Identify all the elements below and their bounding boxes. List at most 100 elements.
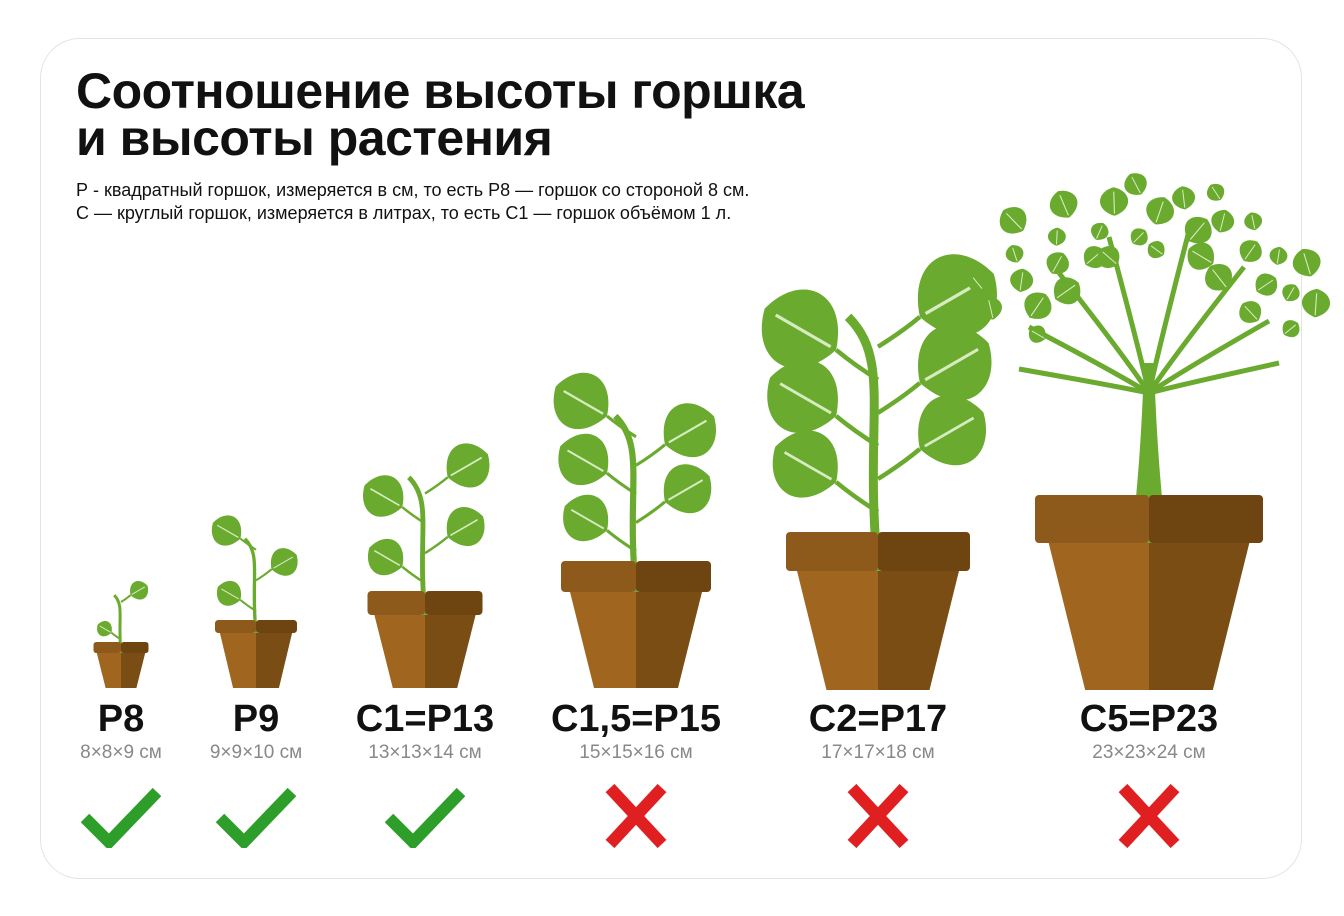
plant: [211, 515, 298, 634]
pot-label: C5=P23 23×23×24 см: [1029, 699, 1269, 765]
leaf-vein: [1212, 269, 1227, 288]
pot-with-plant-6: [968, 173, 1331, 690]
leaf-vein: [1055, 230, 1058, 245]
leaf-stalk: [110, 632, 122, 641]
leaf-vein: [131, 586, 146, 595]
pot-body-light: [797, 571, 878, 690]
pot-with-plant-1: [93, 580, 149, 688]
leaf-stalk: [834, 348, 880, 382]
plant: [968, 173, 1331, 543]
pot-rim-light: [561, 561, 636, 592]
leaf-vein: [566, 449, 604, 473]
description-line-c: С — круглый горшок, измеряется в литрах,…: [76, 203, 732, 223]
pot-with-plant-5: [761, 254, 997, 690]
pot-name: P8: [97, 698, 145, 740]
leaf-vein: [1052, 255, 1062, 273]
leaf-vein: [667, 479, 704, 501]
branch: [1148, 360, 1280, 396]
pot-rim-dark: [256, 620, 297, 633]
leaf-stalk: [401, 565, 426, 585]
pot-body-light: [1048, 543, 1149, 690]
pot-label: C1=P13 13×13×14 см: [305, 699, 545, 765]
pot-rim-dark: [878, 532, 970, 571]
pot-with-plant-4: [553, 372, 716, 688]
leaf-vein: [1284, 324, 1297, 335]
pot-dimensions: 23×23×24 см: [1092, 742, 1206, 763]
pot-label: C2=P17 17×17×18 см: [758, 699, 998, 765]
leaf-vein: [783, 451, 833, 481]
leaf-vein: [369, 487, 400, 507]
pot-rim-dark: [1149, 495, 1263, 543]
leaf-stalk: [255, 568, 273, 582]
branch: [1018, 366, 1150, 396]
leaf-vein: [221, 588, 239, 600]
pot-rim-dark: [121, 642, 149, 653]
stem: [407, 475, 428, 616]
page-title: Соотношение высоты горшка и высоты расте…: [76, 66, 805, 163]
leaf-vein: [1211, 186, 1221, 200]
leaf-vein: [450, 456, 483, 477]
leaf-stalk: [635, 500, 666, 524]
leaf-vein: [1219, 213, 1226, 231]
leaf-vein: [972, 277, 983, 289]
pot-with-plant-3: [363, 443, 490, 688]
leaf-vein: [1096, 225, 1103, 239]
leaf-vein: [1005, 212, 1023, 230]
pot-dimensions: 13×13×14 см: [368, 742, 482, 763]
leaf-vein: [1019, 272, 1024, 291]
leaf-vein: [1286, 287, 1295, 300]
title-line-2: и высоты растения: [76, 110, 553, 166]
leaf-vein: [1131, 176, 1141, 194]
pot-body-light: [374, 615, 425, 688]
infographic-card: [40, 38, 1302, 879]
pot-label: C1,5=P15 15×15×16 см: [516, 699, 756, 765]
pot-body-light: [219, 633, 256, 688]
pot-body-dark: [425, 615, 476, 688]
leaf-vein: [1257, 279, 1274, 291]
leaf-stalk: [834, 480, 880, 514]
leaf-stalk: [239, 537, 257, 551]
description: Р - квадратный горшок, измеряется в см, …: [76, 179, 749, 225]
leaf-vein: [563, 390, 604, 415]
leaf-stalk: [401, 506, 426, 525]
leaf-vein: [774, 313, 832, 349]
pot-rim-light: [93, 642, 121, 653]
leaf-stalk: [876, 381, 922, 415]
cross-icon: [605, 784, 667, 848]
branch: [1027, 324, 1151, 396]
leaf-vein: [924, 416, 975, 448]
pot-body-dark: [256, 633, 293, 688]
leaf-vein: [374, 550, 401, 566]
pot-body-dark: [636, 592, 702, 688]
plant: [761, 254, 997, 572]
plant: [97, 580, 149, 654]
leaf-vein: [1012, 247, 1018, 262]
check-icon: [216, 787, 296, 848]
leaf-stalk: [635, 443, 666, 467]
leaf-vein: [1030, 297, 1044, 317]
leaf-vein: [1059, 194, 1069, 216]
leaf-vein: [668, 419, 707, 444]
leaf-stalk: [606, 472, 637, 496]
description-line-p: Р - квадратный горшок, измеряется в см, …: [76, 180, 750, 200]
leaf-vein: [216, 524, 239, 538]
leaf-vein: [1244, 305, 1258, 320]
leaf-stalk: [424, 476, 449, 495]
pot-rim-light: [215, 620, 256, 633]
leaf-vein: [779, 382, 832, 415]
title-line-1: Соотношение высоты горшка: [76, 63, 805, 119]
pot-rim-light: [1035, 495, 1149, 543]
pot-rim-dark: [636, 561, 711, 592]
leaf-stalk: [120, 594, 132, 603]
leaf-stalk: [606, 529, 637, 553]
pot-dimensions: 15×15×16 см: [579, 742, 693, 763]
pot-label: P9 9×9×10 см: [136, 699, 376, 765]
leaf-vein: [1314, 293, 1318, 316]
pot-body-dark: [1149, 543, 1250, 690]
pot-dimensions: 9×9×10 см: [209, 742, 303, 763]
leaf-stalk: [606, 414, 637, 439]
plant: [553, 372, 716, 593]
branch: [1146, 230, 1192, 394]
pot-name: C1=P13: [355, 698, 495, 740]
